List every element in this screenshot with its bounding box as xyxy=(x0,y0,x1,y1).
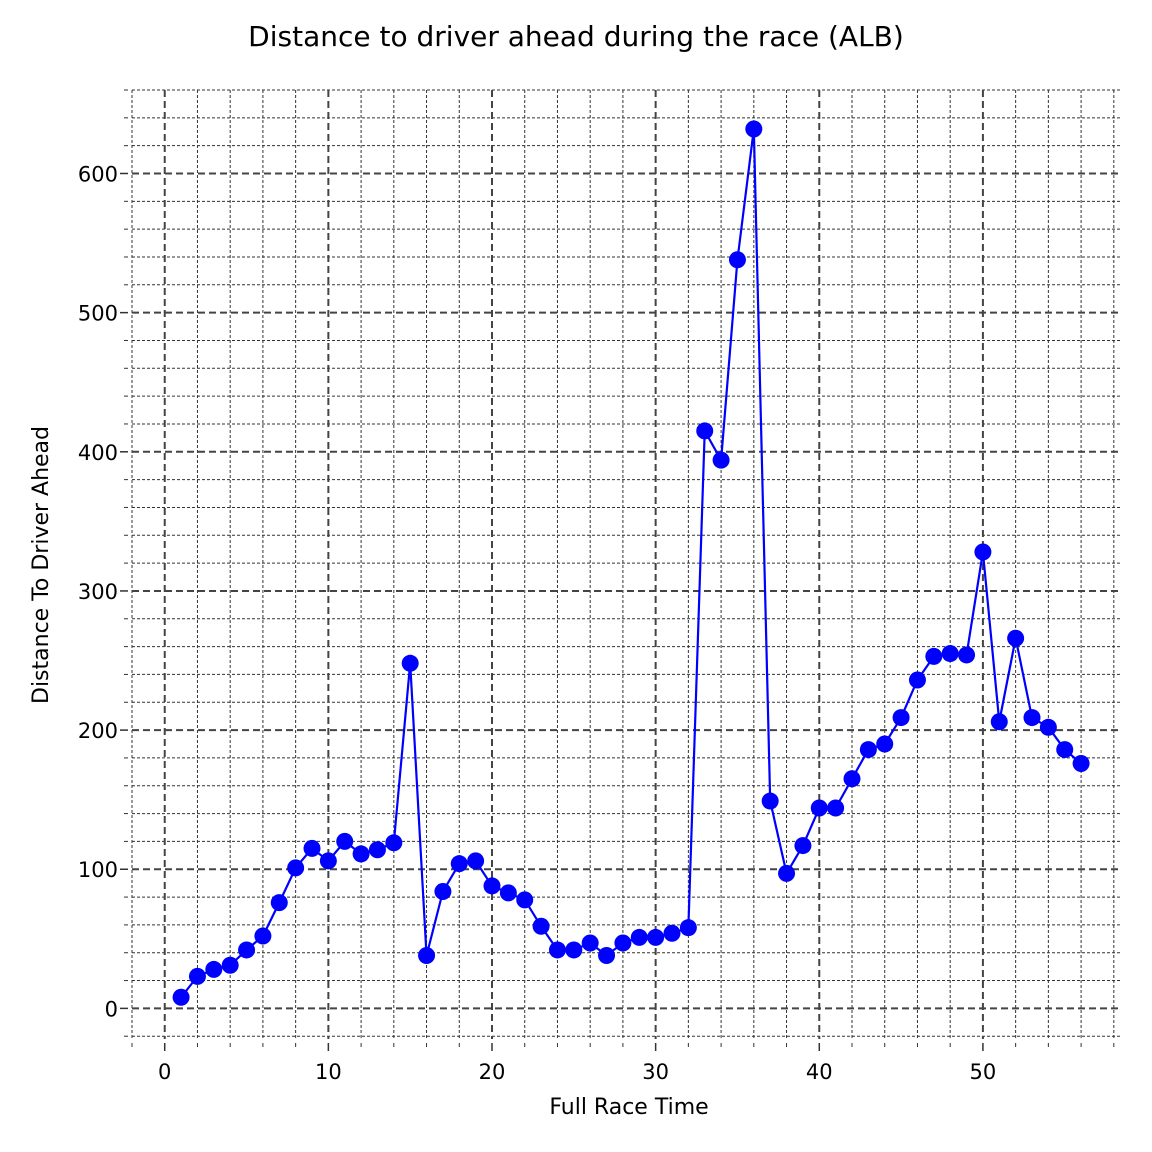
data-point xyxy=(712,451,730,469)
y-tick-label: 200 xyxy=(78,719,118,743)
data-point xyxy=(548,941,566,959)
y-tick-label: 0 xyxy=(105,997,118,1021)
data-point xyxy=(794,837,812,855)
data-point xyxy=(336,832,354,850)
data-point xyxy=(908,671,926,689)
data-point xyxy=(745,120,763,138)
data-point xyxy=(1072,754,1090,772)
data-point xyxy=(581,934,599,952)
data-point xyxy=(418,947,436,965)
data-point xyxy=(516,891,534,909)
y-tick-label: 500 xyxy=(78,302,118,326)
data-point xyxy=(205,960,223,978)
x-tick-label: 10 xyxy=(315,1060,342,1084)
y-axis-label: Distance To Driver Ahead xyxy=(29,426,54,704)
data-point xyxy=(696,422,714,440)
x-tick-label: 0 xyxy=(158,1060,171,1084)
data-point xyxy=(467,852,485,870)
series-layer xyxy=(172,120,1090,1006)
data-point xyxy=(238,941,256,959)
data-point xyxy=(810,799,828,817)
data-point xyxy=(679,919,697,937)
data-point xyxy=(663,924,681,942)
data-point xyxy=(941,645,959,663)
series-line xyxy=(180,127,1082,998)
data-point xyxy=(1007,629,1025,647)
data-point xyxy=(1023,709,1041,727)
data-point xyxy=(401,654,419,672)
data-point xyxy=(843,770,861,788)
chart-title: Distance to driver ahead during the race… xyxy=(248,20,904,53)
data-point xyxy=(434,883,452,901)
data-point xyxy=(598,947,616,965)
data-point xyxy=(319,852,337,870)
data-point xyxy=(630,928,648,946)
data-point xyxy=(958,646,976,664)
data-point xyxy=(1056,741,1074,759)
data-point xyxy=(254,927,272,945)
data-point xyxy=(385,834,403,852)
data-point xyxy=(647,928,665,946)
data-point xyxy=(287,859,305,877)
x-tick-label: 30 xyxy=(642,1060,669,1084)
y-tick-label: 400 xyxy=(78,441,118,465)
data-point xyxy=(270,894,288,912)
x-tick-label: 50 xyxy=(970,1060,997,1084)
y-tick-label: 300 xyxy=(78,580,118,604)
data-point xyxy=(728,251,746,269)
data-point xyxy=(303,839,321,857)
data-point xyxy=(450,855,468,873)
data-point xyxy=(778,864,796,882)
data-point xyxy=(974,543,992,561)
data-point xyxy=(565,941,583,959)
x-tick-label: 40 xyxy=(806,1060,833,1084)
y-tick-label: 600 xyxy=(78,162,118,186)
data-point xyxy=(925,647,943,665)
data-point xyxy=(859,741,877,759)
data-point xyxy=(614,934,632,952)
x-axis-label: Full Race Time xyxy=(549,1095,708,1120)
data-point xyxy=(761,792,779,810)
data-point xyxy=(499,884,517,902)
data-point xyxy=(892,709,910,727)
major-grid xyxy=(132,90,1122,1039)
data-point xyxy=(188,967,206,985)
data-point xyxy=(368,841,386,859)
data-point xyxy=(352,845,370,863)
data-point xyxy=(990,713,1008,731)
x-tick-label: 20 xyxy=(479,1060,506,1084)
data-point xyxy=(876,735,894,753)
data-point xyxy=(483,877,501,895)
data-point xyxy=(827,799,845,817)
data-point xyxy=(172,988,190,1006)
data-point xyxy=(221,956,239,974)
data-point xyxy=(532,917,550,935)
data-point xyxy=(1039,718,1057,736)
y-tick-label: 100 xyxy=(78,858,118,882)
